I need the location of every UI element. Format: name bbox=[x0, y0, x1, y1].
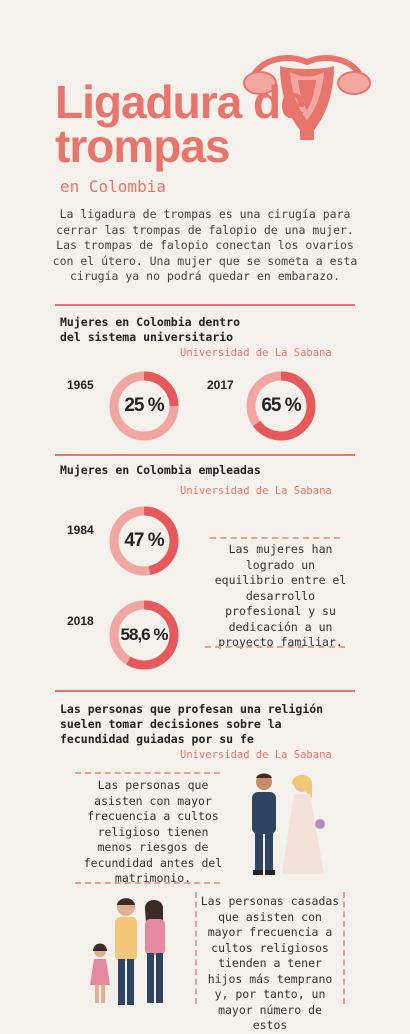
donut-chart bbox=[109, 506, 179, 576]
section1-source: Universidad de La Sabana bbox=[180, 347, 332, 359]
percentage-label: 58,6 % bbox=[120, 625, 169, 644]
uterus-icon bbox=[243, 55, 371, 140]
section3-note1: Las personas que asisten con mayor frecu… bbox=[83, 778, 223, 885]
section3-heading: Las personas que profesan una religión s… bbox=[60, 702, 324, 746]
divider bbox=[55, 454, 355, 456]
section1-heading: Mujeres en Colombia dentro del sistema u… bbox=[60, 315, 241, 344]
section3-note2: Las personas casadas que asisten con may… bbox=[200, 894, 340, 1032]
note-border-top bbox=[75, 772, 220, 774]
note-border-bottom bbox=[75, 882, 220, 884]
divider bbox=[55, 304, 355, 306]
intro-paragraph: La ligadura de trompas es una cirugía pa… bbox=[52, 207, 358, 283]
donut-value-arc bbox=[109, 506, 179, 576]
year-label: 2017 bbox=[207, 378, 234, 392]
donut-chart bbox=[109, 600, 179, 670]
section3-source: Universidad de La Sabana bbox=[180, 749, 332, 761]
donut-chart bbox=[246, 371, 316, 441]
page-subtitle: en Colombia bbox=[60, 177, 166, 196]
donut-value-arc bbox=[109, 371, 179, 441]
wedding-couple-illustration bbox=[252, 773, 325, 875]
note-border-right bbox=[343, 892, 345, 1004]
section2-heading: Mujeres en Colombia empleadas bbox=[60, 463, 261, 477]
section2-note: Las mujeres han logrado un equilibrio en… bbox=[214, 542, 347, 649]
donut-value-arc bbox=[246, 371, 316, 441]
note-border-bottom bbox=[205, 646, 345, 648]
year-label: 1984 bbox=[67, 523, 94, 537]
note-border-top bbox=[210, 537, 340, 539]
divider bbox=[55, 690, 355, 692]
page-title: Ligadura de trompas bbox=[55, 76, 306, 172]
note-border-left bbox=[195, 892, 197, 1004]
section2-source: Universidad de La Sabana bbox=[180, 485, 332, 497]
donut-chart bbox=[109, 371, 179, 441]
percentage-label: 25 % bbox=[124, 395, 164, 416]
percentage-label: 65 % bbox=[261, 395, 301, 416]
percentage-label: 47 % bbox=[124, 530, 164, 551]
donut-value-arc bbox=[109, 600, 179, 670]
year-label: 1965 bbox=[67, 378, 94, 392]
family-illustration bbox=[90, 898, 165, 1005]
year-label: 2018 bbox=[67, 614, 94, 628]
